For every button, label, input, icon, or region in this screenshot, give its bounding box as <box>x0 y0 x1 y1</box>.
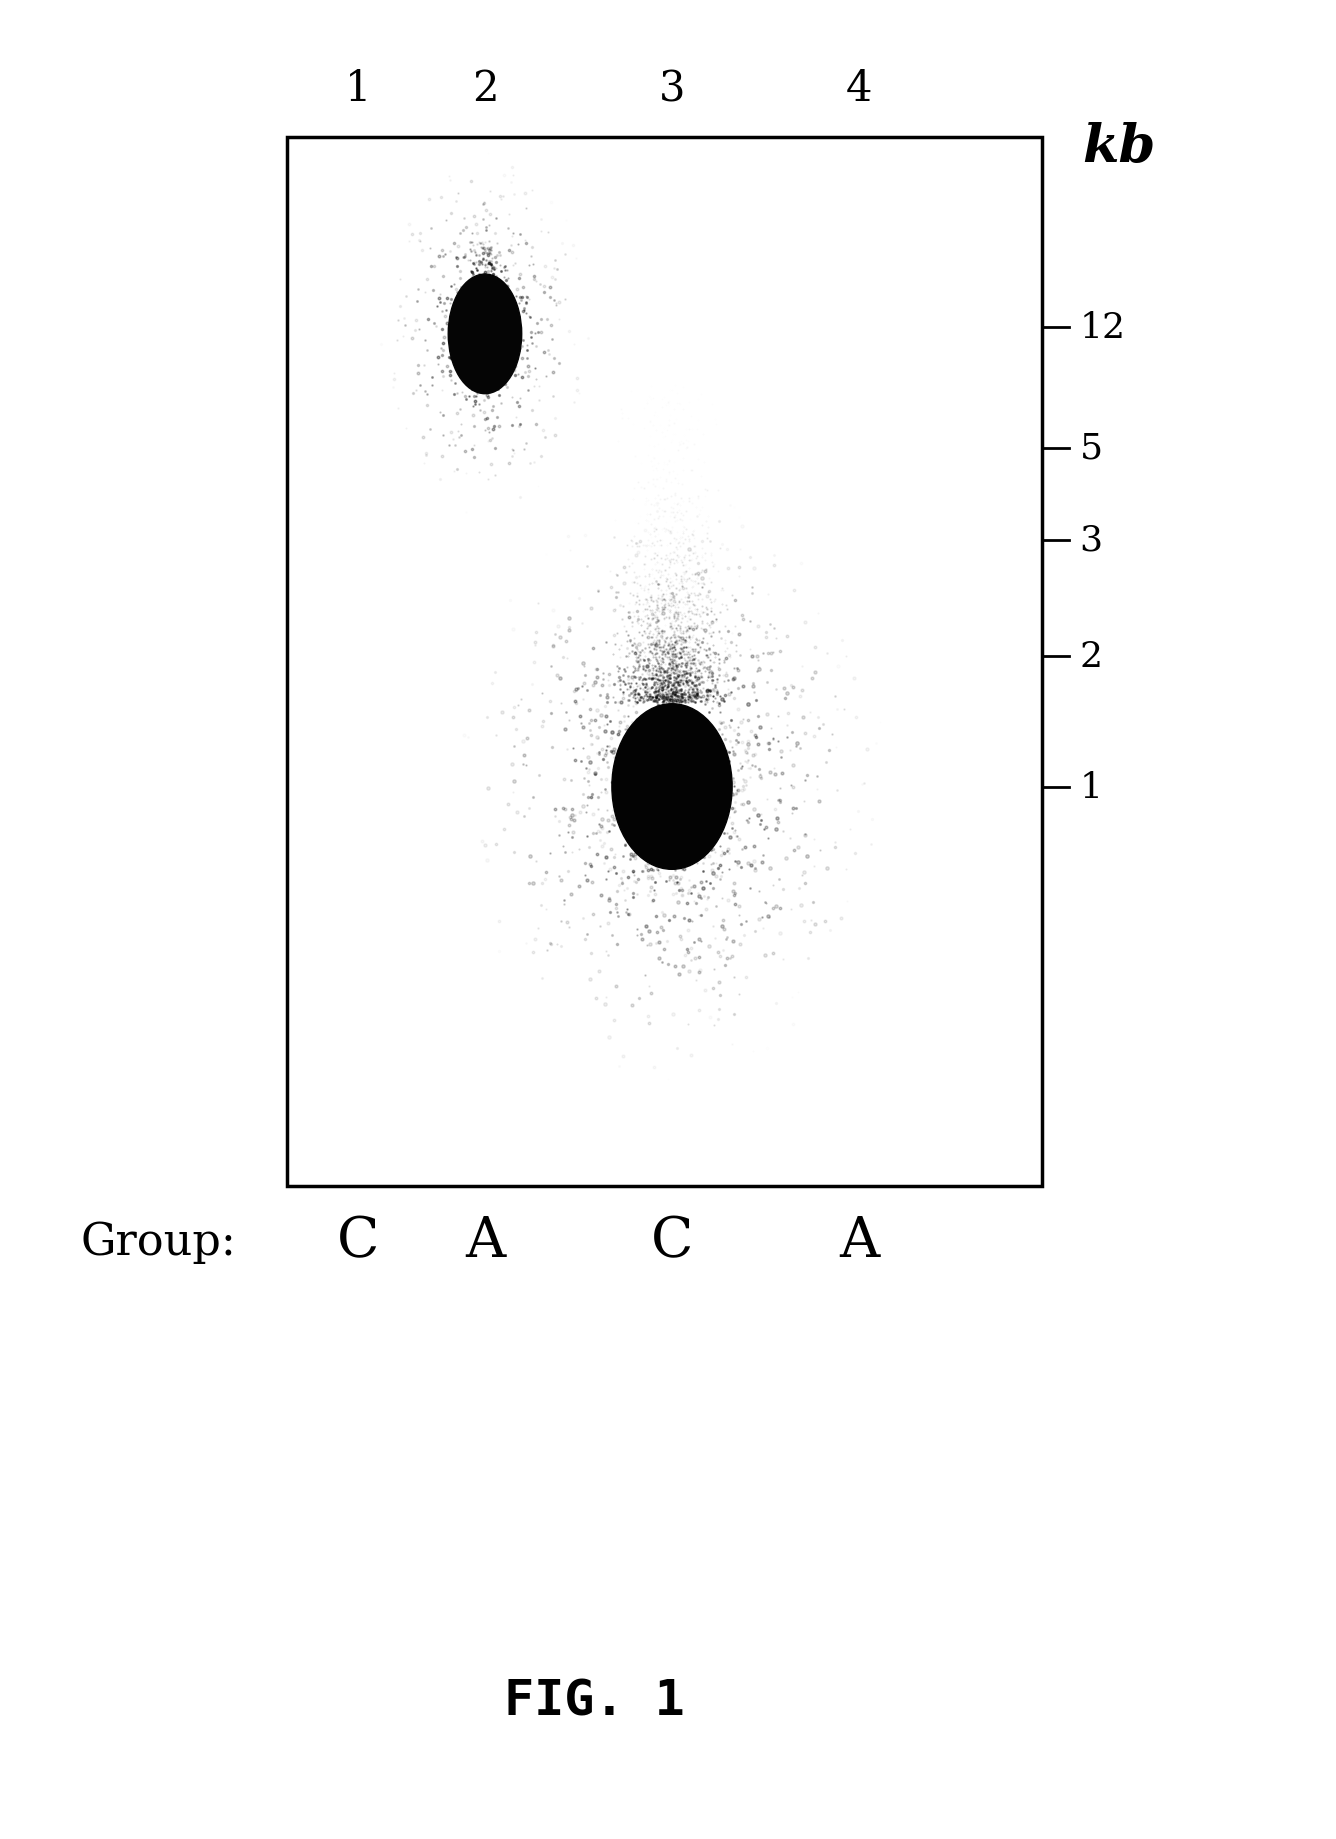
Text: 2: 2 <box>472 68 498 110</box>
Text: kb: kb <box>1082 121 1156 173</box>
Text: 1: 1 <box>345 68 371 110</box>
Text: A: A <box>839 1214 879 1269</box>
Text: 1: 1 <box>1079 771 1102 804</box>
Text: 3: 3 <box>1079 524 1102 557</box>
Text: 2: 2 <box>1079 640 1102 673</box>
Ellipse shape <box>612 704 732 870</box>
FancyBboxPatch shape <box>287 138 1042 1186</box>
Text: 3: 3 <box>659 68 685 110</box>
Text: Group:: Group: <box>80 1219 236 1263</box>
Text: 4: 4 <box>846 68 872 110</box>
Text: C: C <box>337 1214 379 1269</box>
Text: 12: 12 <box>1079 311 1125 344</box>
Text: 5: 5 <box>1079 432 1102 465</box>
Ellipse shape <box>448 276 521 395</box>
Text: C: C <box>651 1214 693 1269</box>
Text: A: A <box>465 1214 505 1269</box>
Text: FIG. 1: FIG. 1 <box>504 1677 685 1725</box>
